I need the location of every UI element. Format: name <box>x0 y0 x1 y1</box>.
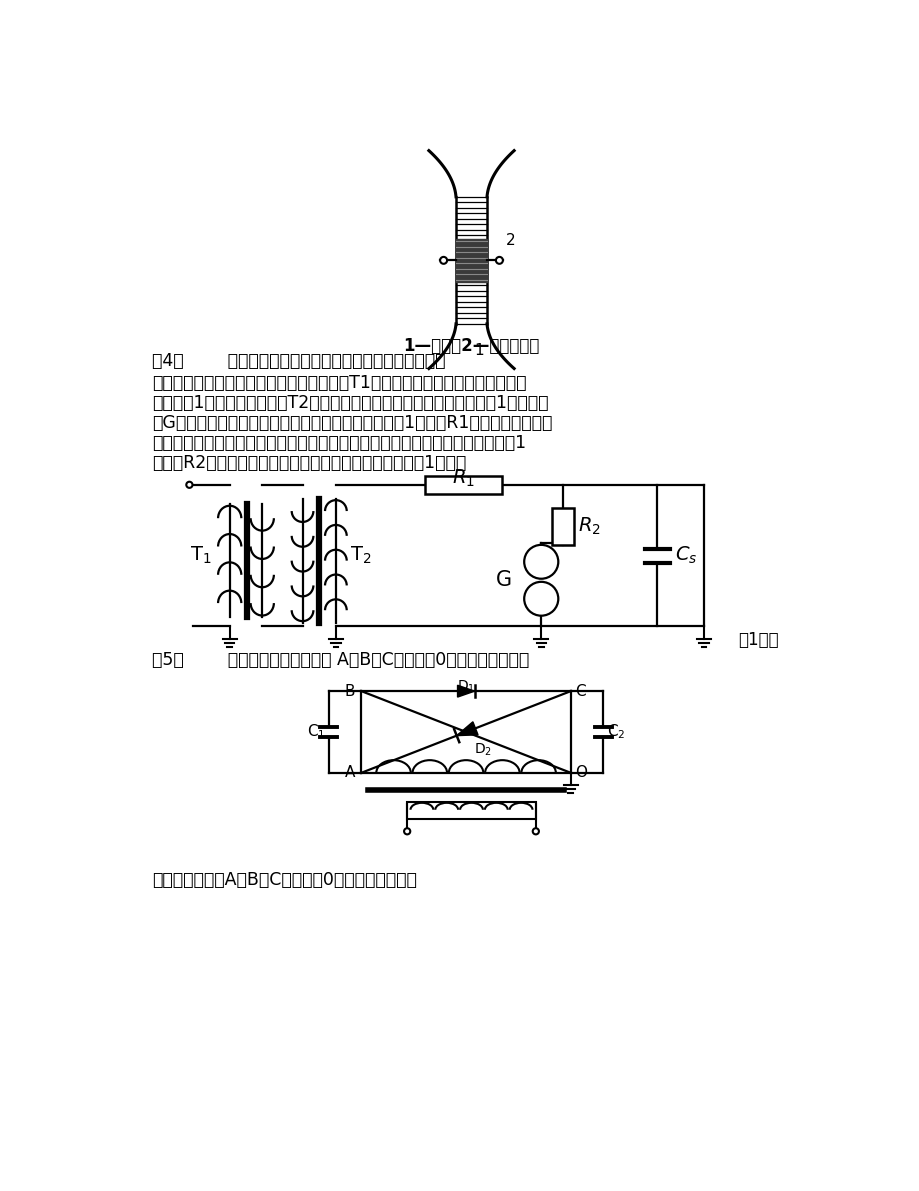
Text: （4）        画出交流耐压试验接线图，说明各元件的作用。: （4） 画出交流耐压试验接线图，说明各元件的作用。 <box>152 353 445 370</box>
Text: C: C <box>574 684 585 699</box>
Text: 电时试验变压器的短路电流不超过允许值和高压绕组的电压梯度不超过危险值（1: 电时试验变压器的短路电流不超过允许值和高压绕组的电压梯度不超过危险值（1 <box>152 434 526 451</box>
Polygon shape <box>456 722 478 736</box>
Text: 答：图为工频耐压试验原理接线图。调压器T1用来调节工频试验电压的大小和升: 答：图为工频耐压试验原理接线图。调压器T1用来调节工频试验电压的大小和升 <box>152 374 527 392</box>
Text: 降速度（1分），试验变压器T2用来升高电压供给被试品所需的高电压（1分），球: 降速度（1分），试验变压器T2用来升高电压供给被试品所需的高电压（1分），球 <box>152 394 548 412</box>
Text: 1—电极；2—固体电介质: 1—电极；2—固体电介质 <box>403 337 539 355</box>
Text: C$_1$: C$_1$ <box>306 723 324 741</box>
Circle shape <box>439 257 447 264</box>
Text: O: O <box>574 766 586 780</box>
Circle shape <box>532 828 539 835</box>
Text: 分），R2用来限制球隙放电时的电流不致灯伤铜球表面（1分）。: 分），R2用来限制球隙放电时的电流不致灯伤铜球表面（1分）。 <box>152 454 466 472</box>
Circle shape <box>524 582 558 616</box>
Text: 答：如图所示，A、B、C点对地ﾈ0点ﾉ的电压波形。: 答：如图所示，A、B、C点对地ﾈ0点ﾉ的电压波形。 <box>152 871 416 888</box>
Text: A: A <box>345 766 355 780</box>
Circle shape <box>495 257 503 264</box>
Text: 2: 2 <box>505 232 515 248</box>
Text: 1: 1 <box>474 343 483 358</box>
Text: D$_1$: D$_1$ <box>457 679 474 696</box>
Circle shape <box>524 544 558 579</box>
Polygon shape <box>457 685 474 697</box>
Bar <box>425 475 502 494</box>
Text: G: G <box>495 570 512 591</box>
Text: D$_2$: D$_2$ <box>473 741 492 757</box>
Bar <box>407 802 535 819</box>
Text: T$_2$: T$_2$ <box>349 545 371 566</box>
Text: T$_1$: T$_1$ <box>189 545 210 566</box>
Bar <box>551 507 573 544</box>
Text: 隙G是用来测量高电压（或保护被试品免受过电压）（1分），R1用来限制被试品放: 隙G是用来测量高电压（或保护被试品免受过电压）（1分），R1用来限制被试品放 <box>152 414 552 432</box>
Circle shape <box>186 481 192 488</box>
Bar <box>456 238 486 282</box>
Text: （1分）: （1分） <box>737 631 777 649</box>
Circle shape <box>403 828 410 835</box>
Text: $R_1$: $R_1$ <box>452 468 475 490</box>
Text: C$_2$: C$_2$ <box>607 723 625 741</box>
Text: $R_2$: $R_2$ <box>578 516 601 537</box>
Text: $C_s$: $C_s$ <box>674 545 697 566</box>
Text: （5）        画出下列倍压整流电路 A、B、C点对地ﾈ0点ﾉ的电压波形。: （5） 画出下列倍压整流电路 A、B、C点对地ﾈ0点ﾉ的电压波形。 <box>152 651 528 669</box>
Text: B: B <box>345 684 355 699</box>
